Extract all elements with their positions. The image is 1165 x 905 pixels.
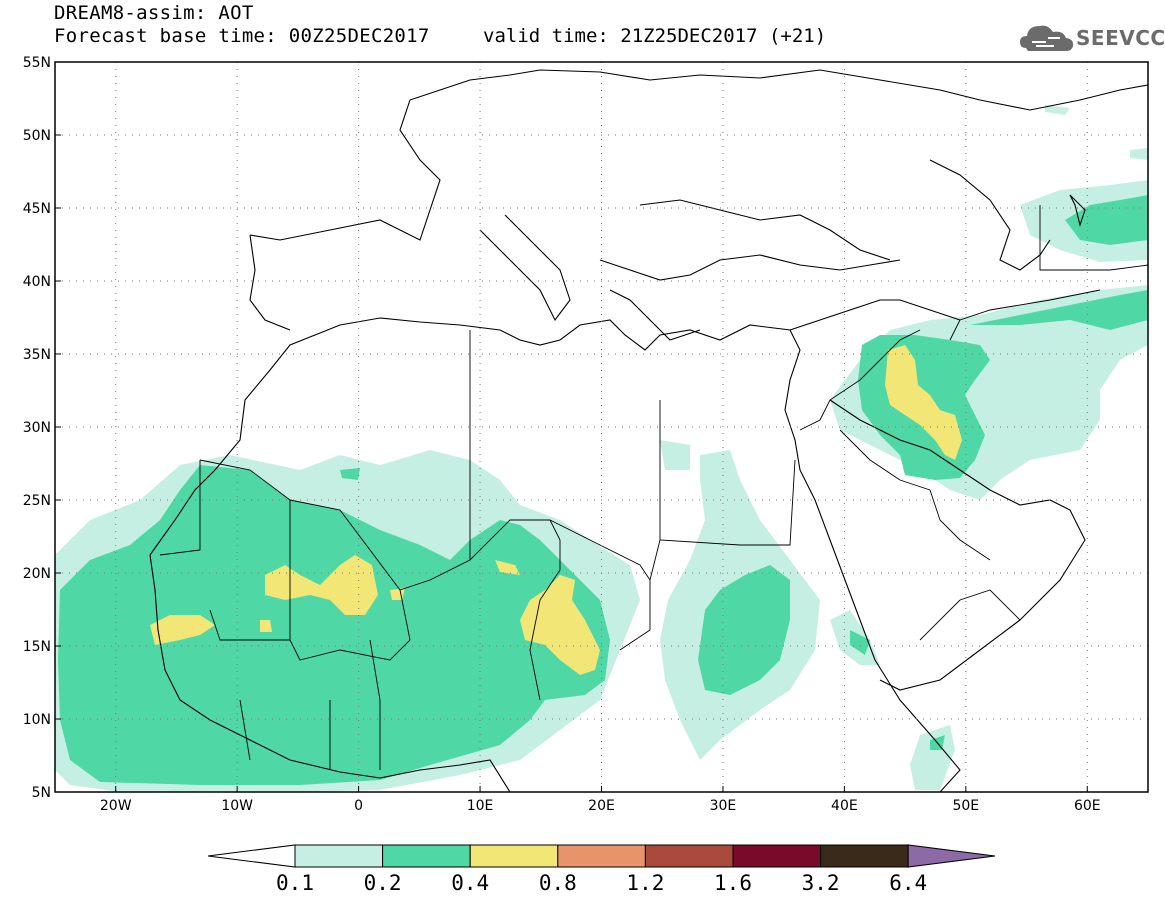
lat-tick-label: 5N bbox=[32, 785, 51, 801]
lon-tick-label: 50E bbox=[952, 798, 979, 814]
forecast-base-time: Forecast base time: 00Z25DEC2017 bbox=[54, 25, 430, 47]
coastlines bbox=[149, 69, 1148, 792]
colorbar-box bbox=[732, 844, 822, 868]
lat-tick-label: 35N bbox=[23, 347, 51, 363]
colorbar-box bbox=[294, 844, 384, 868]
lon-tick-label: 20W bbox=[100, 798, 132, 814]
lat-tick-label: 50N bbox=[23, 128, 51, 144]
colorbar-box bbox=[469, 844, 559, 868]
lon-tick-label: 60E bbox=[1074, 798, 1101, 814]
cloud-icon bbox=[1020, 25, 1074, 51]
colorbar-label: 3.2 bbox=[802, 871, 840, 895]
logo-text: SEEVCCC bbox=[1076, 26, 1165, 50]
colorbar-label: 0.8 bbox=[539, 871, 577, 895]
colorbar-label: 1.2 bbox=[626, 871, 664, 895]
colorbar-label: 1.6 bbox=[714, 871, 752, 895]
colorbar-label: 0.4 bbox=[451, 871, 489, 895]
graticule bbox=[55, 62, 1148, 792]
product-title: DREAM8-assim: AOT bbox=[54, 2, 254, 24]
lat-tick-label: 45N bbox=[23, 201, 51, 217]
colorbar-box bbox=[644, 844, 734, 868]
colorbar-label: 6.4 bbox=[889, 871, 927, 895]
colorbar-box bbox=[557, 844, 646, 868]
lon-tick-label: 10W bbox=[221, 798, 253, 814]
colorbar-box bbox=[382, 844, 471, 868]
lat-tick-label: 25N bbox=[23, 493, 51, 509]
valid-time: valid time: 21Z25DEC2017 (+21) bbox=[483, 25, 827, 47]
lat-tick-label: 40N bbox=[23, 274, 51, 290]
lon-tick-label: 40E bbox=[831, 798, 858, 814]
lat-tick-label: 15N bbox=[23, 639, 51, 655]
lon-tick-label: 20E bbox=[588, 798, 615, 814]
colorbar-lower-arrow bbox=[207, 844, 296, 868]
lon-tick-label: 10E bbox=[467, 798, 494, 814]
colorbar-label: 0.2 bbox=[364, 871, 402, 895]
country-borders bbox=[159, 205, 1148, 770]
lat-tick-label: 55N bbox=[23, 55, 51, 71]
lon-tick-label: 0 bbox=[354, 798, 363, 814]
seevccc-logo: SEEVCCC bbox=[1018, 18, 1165, 58]
colorbar-box bbox=[820, 844, 909, 868]
axis-ticks: 20W 10W 0 10E 20E 30E 40E 50E 60E 55N 50N 45N 40N 35N… bbox=[23, 55, 1101, 814]
lat-tick-label: 20N bbox=[23, 566, 51, 582]
colorbar-upper-arrow bbox=[907, 844, 996, 868]
lat-tick-label: 10N bbox=[23, 712, 51, 728]
aot-shading bbox=[55, 105, 1148, 792]
lon-tick-label: 30E bbox=[710, 798, 737, 814]
colorbar-label: 0.1 bbox=[276, 871, 314, 895]
lat-tick-label: 30N bbox=[23, 420, 51, 436]
